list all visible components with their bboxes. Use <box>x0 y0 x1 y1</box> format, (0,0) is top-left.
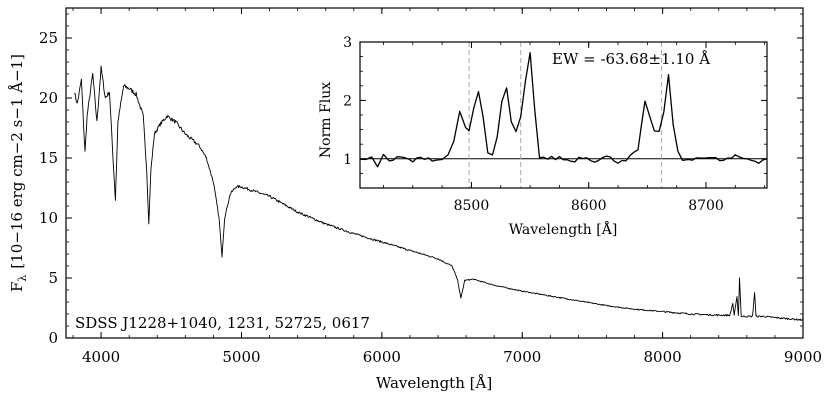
main-tick-labels: 4000 5000 6000 7000 8000 9000 0 5 10 15 20 25 <box>39 29 822 366</box>
main-plot-area <box>74 65 804 321</box>
x-tick-label: 8000 <box>644 348 682 366</box>
y-tick-label: 15 <box>39 149 58 167</box>
inset-frame <box>359 41 768 189</box>
x-tick-label: 7000 <box>503 348 541 366</box>
y-tick-label: 20 <box>39 89 58 107</box>
x-tick-label: 4000 <box>82 348 120 366</box>
y-tick-label: 3 <box>343 35 352 51</box>
object-annotation: SDSS J1228+1040, 1231, 52725, 0617 <box>75 314 370 332</box>
y-axis-symbol: F <box>8 282 26 292</box>
equivalent-width-annotation: EW = -63.68±1.10 Å <box>552 50 710 68</box>
inset-x-axis-title: Wavelength [Å] <box>509 220 618 238</box>
inset-chart: 8500 8600 8700 1 2 3 Wavelength [Å] Norm Flux… <box>318 35 768 238</box>
x-tick-label: 5000 <box>222 348 260 366</box>
main-frame <box>65 7 804 339</box>
main-chart: 4000 5000 6000 7000 8000 9000 0 5 10 15 20 25 Wavel… <box>8 7 822 392</box>
y-tick-label: 0 <box>48 329 58 347</box>
y-axis-subscript: λ <box>16 275 29 282</box>
y-tick-label: 2 <box>343 93 352 109</box>
x-tick-label: 8600 <box>571 198 607 214</box>
inset-plot-area <box>359 42 768 188</box>
y-tick-label: 10 <box>39 209 58 227</box>
spectrum-line <box>74 65 804 321</box>
y-tick-label: 25 <box>39 29 58 47</box>
x-tick-label: 8500 <box>454 198 490 214</box>
spectrum-line <box>359 52 768 168</box>
y-axis-units: [10−16 erg cm−2 s−1 Å−1] <box>8 54 26 269</box>
inset-y-axis-title: Norm Flux <box>318 82 334 158</box>
y-tick-label: 5 <box>48 269 58 287</box>
x-tick-label: 6000 <box>363 348 401 366</box>
y-tick-label: 1 <box>343 152 352 168</box>
main-x-axis-title: Wavelength [Å] <box>376 374 492 392</box>
x-tick-label: 9000 <box>784 348 822 366</box>
inset-tick-labels: 8500 8600 8700 1 2 3 <box>343 35 724 214</box>
x-tick-label: 8700 <box>688 198 724 214</box>
main-y-axis-title: Fλ [10−16 erg cm−2 s−1 Å−1] <box>8 54 29 292</box>
inset-background <box>360 42 767 188</box>
